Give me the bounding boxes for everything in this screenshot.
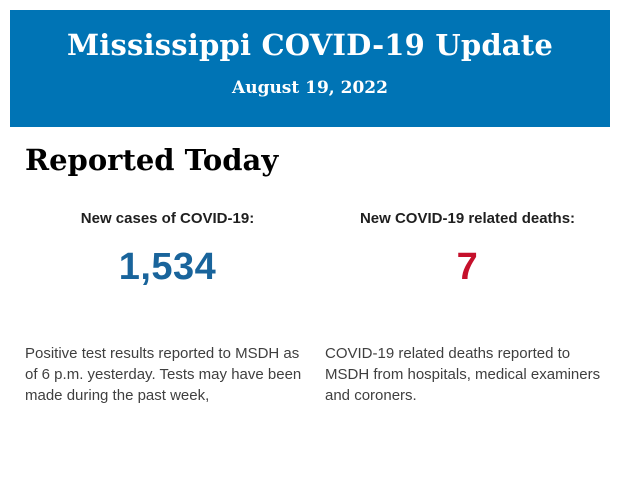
new-deaths-description: COVID-19 related deaths reported to MSDH… <box>325 345 601 404</box>
header-banner: Mississippi COVID-19 Update August 19, 2… <box>10 10 610 127</box>
stat-new-cases: New cases of COVID-19: 1,534 Positive te… <box>25 210 310 406</box>
new-cases-description: Positive test results reported to MSDH a… <box>25 345 302 404</box>
section-title-reported-today: Reported Today <box>25 143 279 177</box>
new-cases-label: New cases of COVID-19: <box>80 210 255 227</box>
new-deaths-value: 7 <box>456 246 479 288</box>
report-date: August 19, 2022 <box>232 78 388 98</box>
new-cases-value: 1,534 <box>118 246 217 288</box>
page-title: Mississippi COVID-19 Update <box>66 28 554 62</box>
new-deaths-label: New COVID-19 related deaths: <box>359 210 576 227</box>
stat-new-deaths: New COVID-19 related deaths: 7 COVID-19 … <box>325 210 610 406</box>
stats-row: New cases of COVID-19: 1,534 Positive te… <box>25 210 610 406</box>
